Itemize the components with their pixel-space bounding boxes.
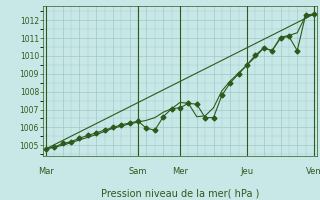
Text: Sam: Sam: [129, 167, 148, 176]
Text: Ven: Ven: [306, 167, 320, 176]
Text: Pression niveau de la mer( hPa ): Pression niveau de la mer( hPa ): [101, 189, 259, 199]
Text: Mer: Mer: [172, 167, 188, 176]
Text: Jeu: Jeu: [240, 167, 253, 176]
Text: Mar: Mar: [38, 167, 54, 176]
